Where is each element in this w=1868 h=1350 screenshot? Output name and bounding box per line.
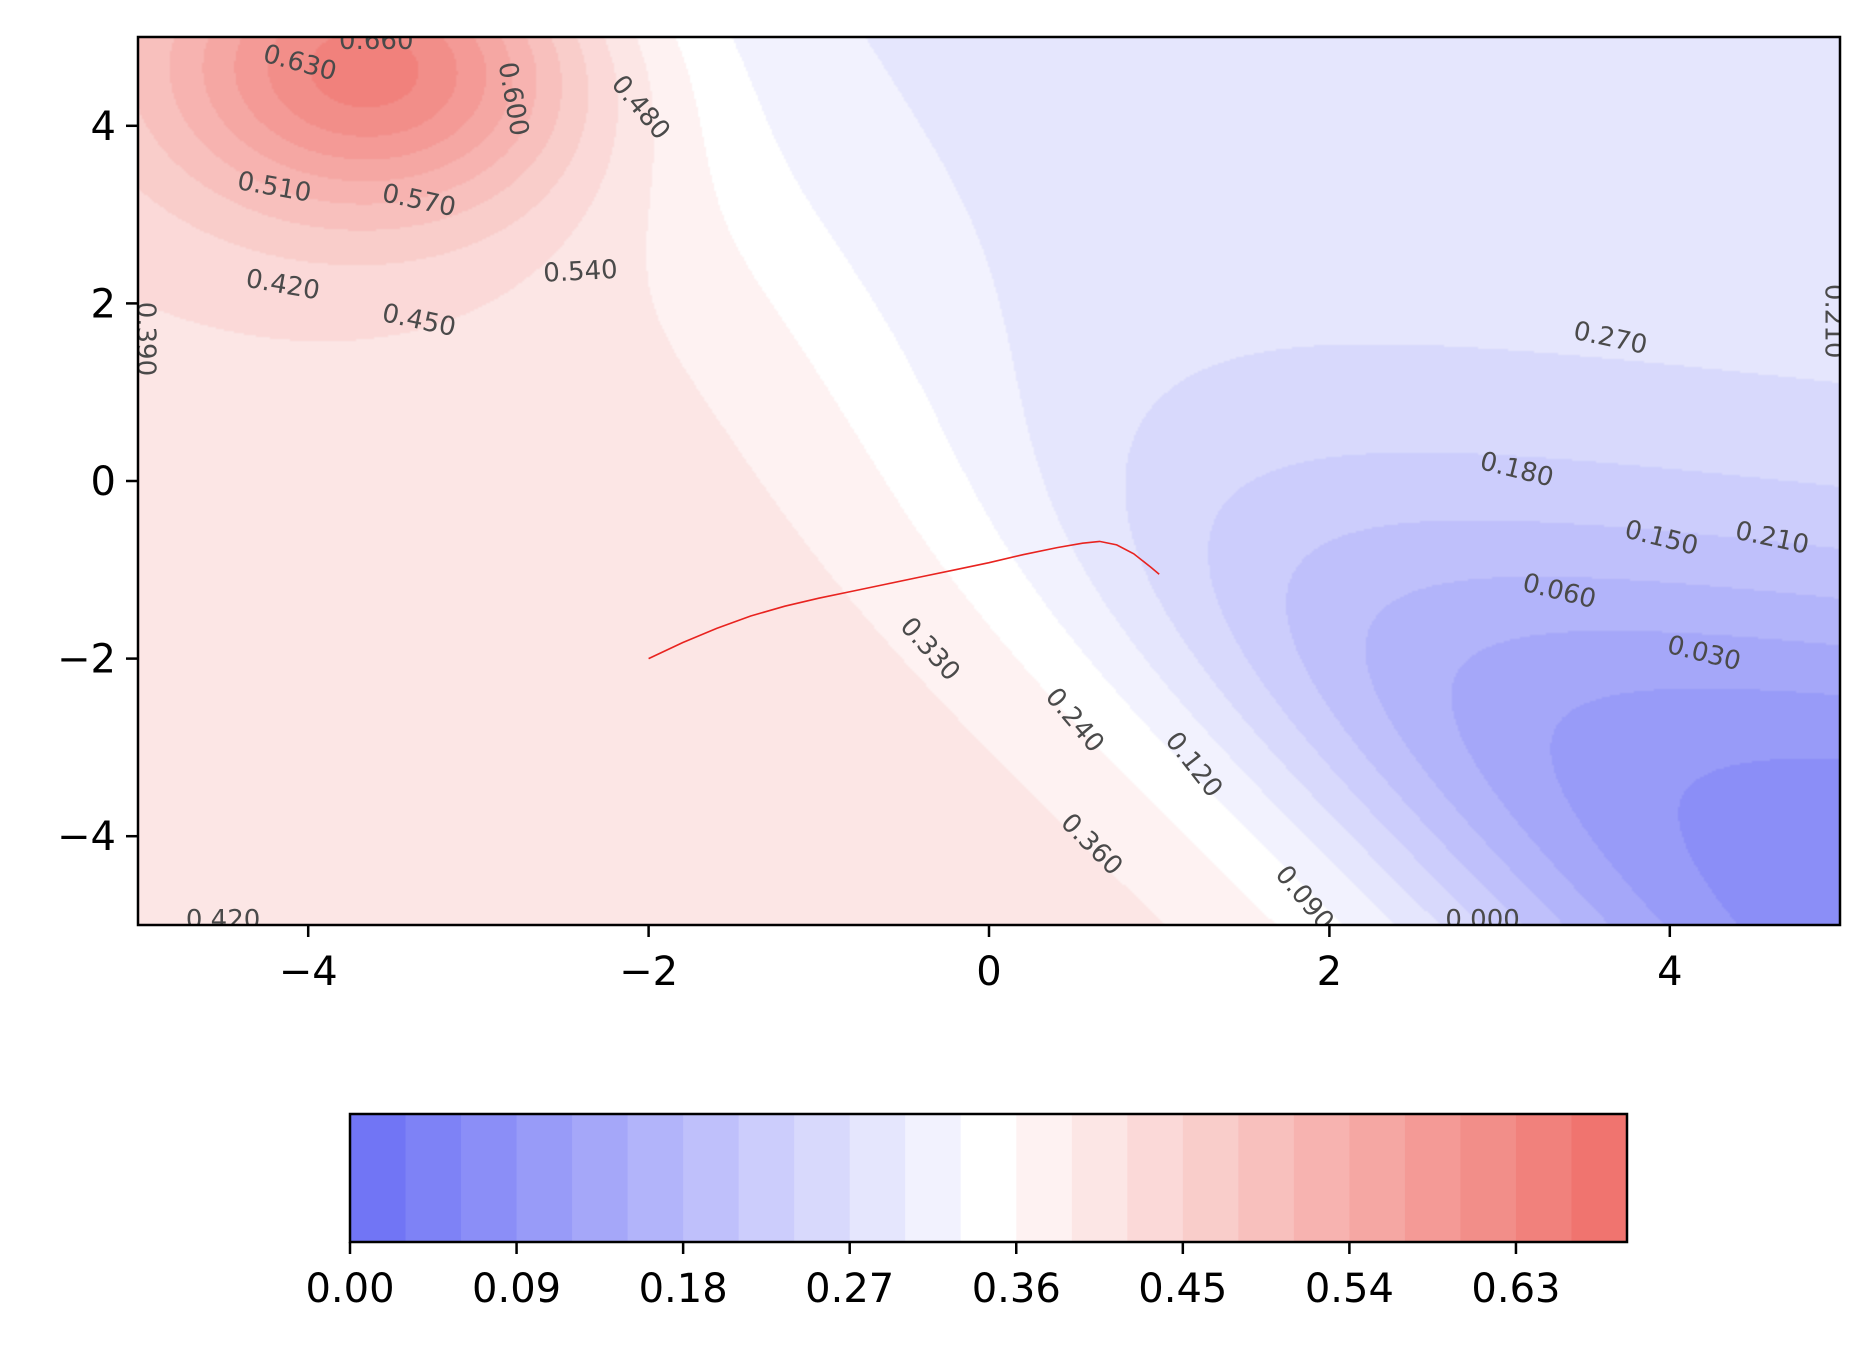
colorbar-segment [461, 1114, 518, 1242]
y-tick-label: 4 [91, 104, 116, 150]
colorbar-segment [405, 1114, 462, 1242]
colorbar-segment [1460, 1114, 1517, 1242]
colorbar-segment [627, 1114, 684, 1242]
y-tick-label: 0 [91, 459, 116, 505]
x-tick-label: 0 [976, 949, 1001, 995]
colorbar-tick-label: 0.54 [1305, 1266, 1394, 1312]
colorbar: 0.00 0.09 0.18 0.27 0.36 0.45 0.54 0.63 [305, 1112, 1629, 1312]
colorbar-segment [849, 1114, 906, 1242]
colorbar-segment [572, 1114, 629, 1242]
colorbar-segment [1571, 1114, 1628, 1242]
colorbar-segment [683, 1114, 740, 1242]
colorbar-tick-label: 0.45 [1138, 1266, 1227, 1312]
colorbar-tick-label: 0.18 [639, 1266, 728, 1312]
colorbar-segment [350, 1114, 407, 1242]
colorbar-segment [738, 1114, 795, 1242]
colorbar-segment [1182, 1114, 1239, 1242]
y-tick-label: −4 [57, 814, 116, 860]
contour-label: 0.660 [339, 26, 413, 56]
colorbar-segment [1071, 1114, 1128, 1242]
colorbar-frame [348, 1112, 1629, 1244]
contour-label: 0.000 [1445, 905, 1519, 935]
colorbar-tick-label: 0.00 [305, 1266, 394, 1312]
x-tick-label: 4 [1657, 949, 1682, 995]
colorbar-segment [1127, 1114, 1184, 1242]
x-tick-label: −4 [279, 949, 338, 995]
colorbar-tick-label: 0.27 [805, 1266, 894, 1312]
contour-label: 0.540 [543, 255, 619, 289]
colorbar-tick-label: 0.63 [1471, 1266, 1560, 1312]
colorbar-segment [794, 1114, 851, 1242]
contour-label: 0.210 [1819, 284, 1849, 358]
contour-label: 0.420 [186, 905, 260, 935]
colorbar-segment [1349, 1114, 1406, 1242]
x-tick-label: 2 [1317, 949, 1342, 995]
colorbar-segment [516, 1114, 573, 1242]
colorbar-segment [1016, 1114, 1073, 1242]
y-tick-label: 2 [91, 281, 116, 327]
y-tick-label: −2 [57, 637, 116, 683]
colorbar-segment [960, 1114, 1017, 1242]
trajectory-line [648, 540, 1160, 660]
x-axis: −4 −2 0 2 4 [279, 925, 1683, 995]
colorbar-segment [1293, 1114, 1350, 1242]
colorbar-segment [1404, 1114, 1461, 1242]
colorbar-tick-label: 0.36 [972, 1266, 1061, 1312]
x-tick-label: −2 [619, 949, 678, 995]
colorbar-tick-label: 0.09 [472, 1266, 561, 1312]
colorbar-segment [1238, 1114, 1295, 1242]
y-axis: 4 2 0 −2 −4 [57, 104, 138, 860]
contour-label: 0.390 [130, 302, 160, 376]
colorbar-segment [905, 1114, 962, 1242]
contour-fill [138, 37, 1840, 925]
colorbar-segment [1515, 1114, 1572, 1242]
